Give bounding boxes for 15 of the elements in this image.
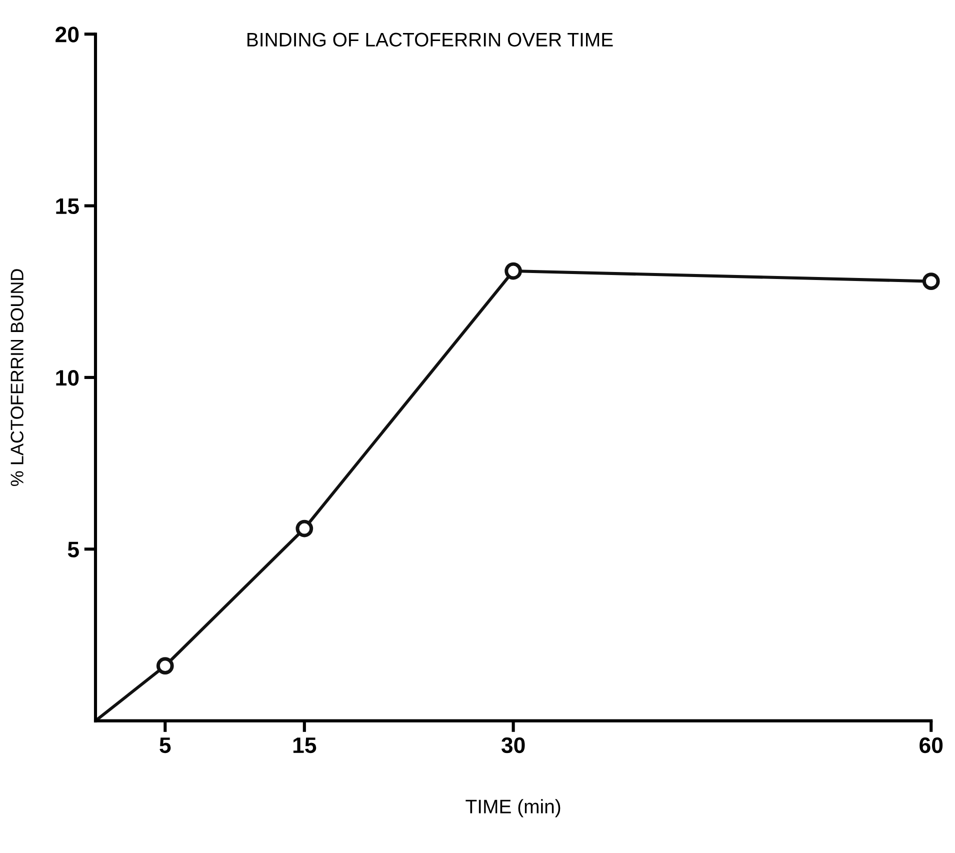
y-tick-label: 20 [56, 26, 79, 42]
x-tick-label: 15 [293, 738, 316, 754]
x-tick-label: 30 [501, 737, 525, 754]
x-tick-label: 5 [160, 738, 171, 754]
chart-title: BINDING OF LACTOFERRIN OVER TIME [247, 32, 613, 47]
point [296, 520, 314, 538]
point [156, 657, 174, 675]
y-tick-label: 15 [56, 198, 79, 214]
point [504, 262, 522, 280]
y-tick-label: 10 [56, 370, 79, 386]
x-tick-label: 60 [920, 737, 943, 754]
y-tick-label: 5 [68, 542, 79, 558]
point [922, 272, 940, 290]
y-axis-title: % LACTOFERRIN BOUND [10, 269, 24, 486]
x-axis-title: TIME (min) [466, 799, 560, 818]
